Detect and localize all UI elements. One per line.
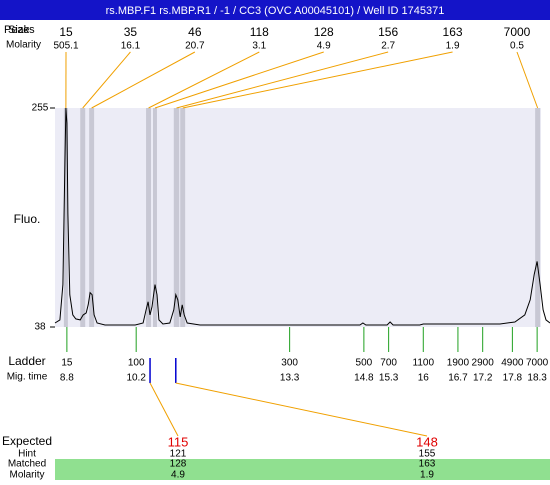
peak-molarity: 4.9 <box>317 41 331 52</box>
expected-value: 115 <box>168 434 189 449</box>
ladder-size: 300 <box>281 358 298 369</box>
ladder-size: 1100 <box>413 358 435 369</box>
peak-band <box>180 108 185 327</box>
row-label: Size <box>8 24 29 36</box>
peak-connector <box>149 52 260 108</box>
row-label: Molarity <box>6 40 41 51</box>
row-label: Ladder <box>8 354 45 368</box>
ladder-time: 15.3 <box>379 373 399 384</box>
y-tick-label: 38 <box>34 322 46 333</box>
ladder-time: 14.8 <box>354 373 374 384</box>
ladder-size: 15 <box>61 358 73 369</box>
expected-connector <box>176 383 427 436</box>
peak-molarity: 505.1 <box>53 41 78 52</box>
molarity: 1.9 <box>420 470 434 480</box>
plot-background <box>55 108 541 327</box>
peak-band <box>146 108 151 327</box>
ladder-time: 17.2 <box>473 373 493 384</box>
ladder-size: 500 <box>356 358 373 369</box>
y-tick-label: 255 <box>32 103 49 114</box>
row-label: Expected <box>2 434 52 448</box>
molarity: 4.9 <box>171 470 185 480</box>
ladder-time: 18.3 <box>527 373 547 384</box>
peak-size: 128 <box>314 25 334 39</box>
peak-molarity: 20.7 <box>185 41 205 52</box>
peak-connector <box>177 52 389 108</box>
peak-molarity: 0.5 <box>510 41 524 52</box>
peak-size: 118 <box>250 25 269 39</box>
row-label: Molarity <box>9 470 44 480</box>
matched: 163 <box>419 459 436 470</box>
ladder-time: 17.8 <box>503 373 523 384</box>
ladder-size: 2900 <box>472 358 495 369</box>
peak-connector <box>517 52 538 108</box>
peak-band <box>80 108 85 327</box>
expected-value: 148 <box>416 434 438 449</box>
ladder-time: 16 <box>418 373 430 384</box>
peak-molarity: 2.7 <box>381 41 395 52</box>
peak-size: 46 <box>188 25 202 39</box>
row-label: Mig. time <box>7 372 48 383</box>
ladder-size: 100 <box>128 358 145 369</box>
matched: 128 <box>170 459 187 470</box>
peak-size: 15 <box>59 25 73 39</box>
row-label: Matched <box>8 459 46 470</box>
peak-size: 156 <box>378 25 398 39</box>
ladder-size: 1900 <box>447 358 470 369</box>
peak-band <box>535 108 540 327</box>
ladder-time: 10.2 <box>126 373 146 384</box>
ladder-size: 7000 <box>526 358 549 369</box>
peak-molarity: 16.1 <box>121 41 141 52</box>
peak-molarity: 3.1 <box>252 41 266 52</box>
peak-size: 7000 <box>504 25 531 39</box>
peak-size: 35 <box>124 25 138 39</box>
ladder-time: 8.8 <box>60 373 74 384</box>
peak-band <box>174 108 179 327</box>
ladder-size: 700 <box>380 358 397 369</box>
peak-molarity: 1.9 <box>446 41 460 52</box>
peak-connector <box>183 52 453 108</box>
title: rs.MBP.F1 rs.MBP.R1 / -1 / CC3 (OVC A000… <box>106 5 445 17</box>
y-axis-label: Fluo. <box>14 212 41 226</box>
expected-connector <box>150 383 178 436</box>
ladder-size: 4900 <box>501 358 524 369</box>
ladder-time: 13.3 <box>280 373 300 384</box>
peak-size: 163 <box>443 25 463 39</box>
ladder-time: 16.7 <box>448 373 468 384</box>
matched-band <box>55 459 550 480</box>
